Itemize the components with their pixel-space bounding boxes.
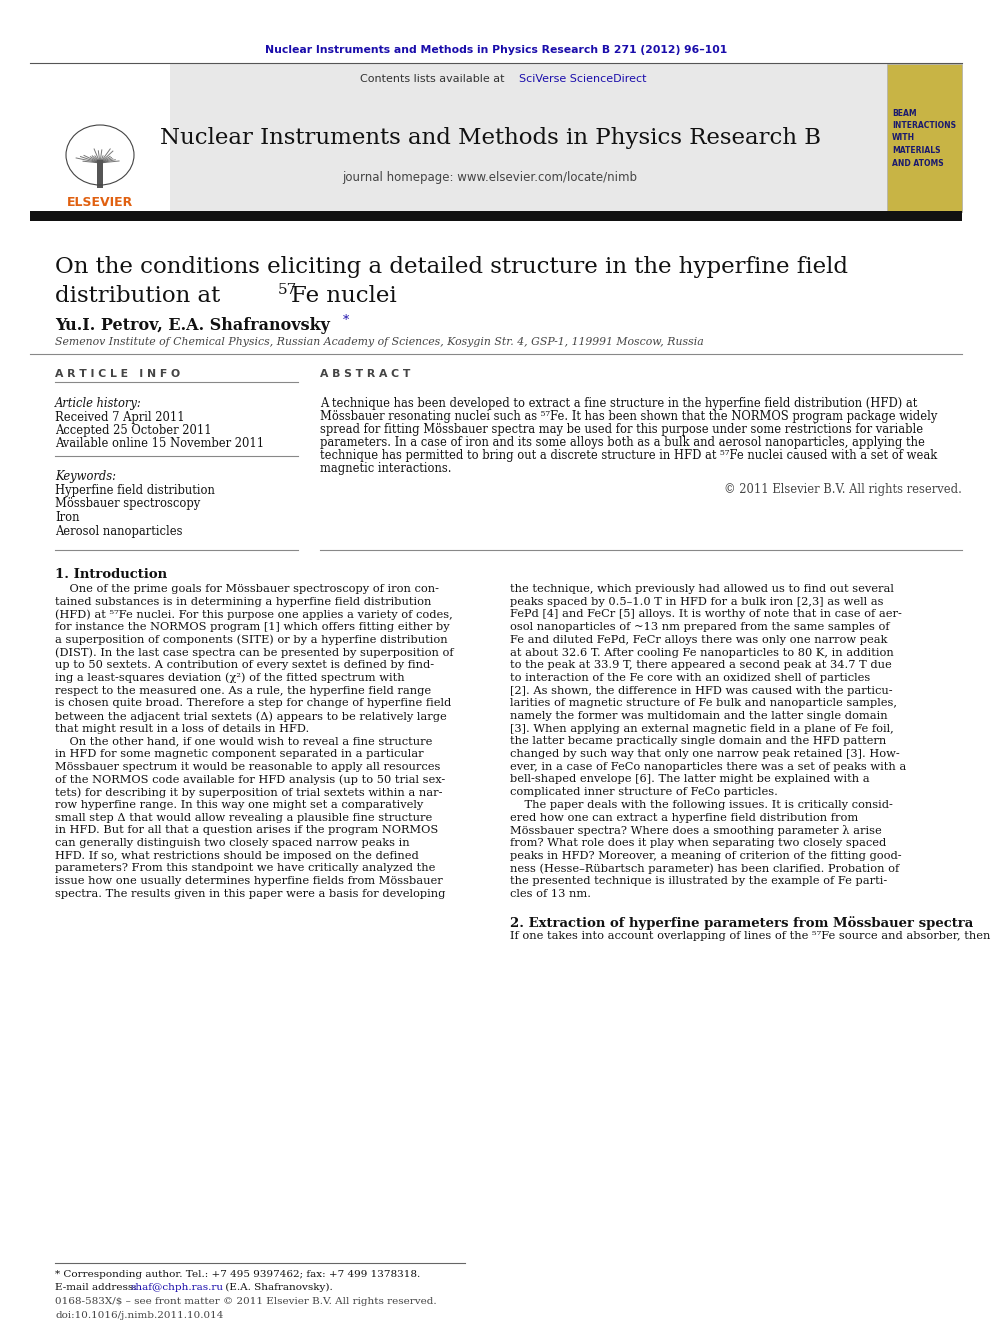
Text: journal homepage: www.elsevier.com/locate/nimb: journal homepage: www.elsevier.com/locat… — [342, 171, 638, 184]
Text: Hyperfine field distribution: Hyperfine field distribution — [55, 484, 215, 497]
Text: Contents lists available at: Contents lists available at — [360, 74, 508, 83]
Text: changed by such way that only one narrow peak retained [3]. How-: changed by such way that only one narrow… — [510, 749, 900, 759]
Text: ing a least-squares deviation (χ²) of the fitted spectrum with: ing a least-squares deviation (χ²) of th… — [55, 673, 405, 684]
Text: larities of magnetic structure of Fe bulk and nanoparticle samples,: larities of magnetic structure of Fe bul… — [510, 699, 897, 708]
Text: Mössbauer spectra? Where does a smoothing parameter λ arise: Mössbauer spectra? Where does a smoothin… — [510, 826, 882, 836]
Text: to the peak at 33.9 T, there appeared a second peak at 34.7 T due: to the peak at 33.9 T, there appeared a … — [510, 660, 892, 671]
Text: On the conditions eliciting a detailed structure in the hyperfine field: On the conditions eliciting a detailed s… — [55, 255, 848, 278]
Text: issue how one usually determines hyperfine fields from Mössbauer: issue how one usually determines hyperfi… — [55, 876, 442, 886]
Text: small step Δ that would allow revealing a plausible fine structure: small step Δ that would allow revealing … — [55, 812, 433, 823]
Text: to interaction of the Fe core with an oxidized shell of particles: to interaction of the Fe core with an ox… — [510, 673, 870, 683]
Text: the latter became practically single domain and the HFD pattern: the latter became practically single dom… — [510, 737, 886, 746]
Text: bell-shaped envelope [6]. The latter might be explained with a: bell-shaped envelope [6]. The latter mig… — [510, 774, 870, 785]
Text: Iron: Iron — [55, 511, 79, 524]
Text: 57: 57 — [278, 283, 298, 296]
Text: from? What role does it play when separating two closely spaced: from? What role does it play when separa… — [510, 837, 886, 848]
Text: osol nanoparticles of ~13 nm prepared from the same samples of: osol nanoparticles of ~13 nm prepared fr… — [510, 622, 890, 632]
Text: [3]. When applying an external magnetic field in a plane of Fe foil,: [3]. When applying an external magnetic … — [510, 724, 894, 734]
Text: Received 7 April 2011: Received 7 April 2011 — [55, 411, 185, 423]
Text: A B S T R A C T: A B S T R A C T — [320, 369, 411, 378]
Text: namely the former was multidomain and the latter single domain: namely the former was multidomain and th… — [510, 710, 888, 721]
Text: up to 50 sextets. A contribution of every sextet is defined by find-: up to 50 sextets. A contribution of ever… — [55, 660, 434, 671]
Text: 2. Extraction of hyperfine parameters from Mössbauer spectra: 2. Extraction of hyperfine parameters fr… — [510, 917, 973, 930]
Text: peaks spaced by 0.5–1.0 T in HFD for a bulk iron [2,3] as well as: peaks spaced by 0.5–1.0 T in HFD for a b… — [510, 597, 884, 607]
Text: magnetic interactions.: magnetic interactions. — [320, 462, 451, 475]
Text: * Corresponding author. Tel.: +7 495 9397462; fax: +7 499 1378318.: * Corresponding author. Tel.: +7 495 939… — [55, 1270, 421, 1279]
Text: Nuclear Instruments and Methods in Physics Research B: Nuclear Instruments and Methods in Physi… — [160, 127, 820, 149]
Text: is chosen quite broad. Therefore a step for change of hyperfine field: is chosen quite broad. Therefore a step … — [55, 699, 451, 708]
Text: Accepted 25 October 2011: Accepted 25 October 2011 — [55, 423, 211, 437]
Text: that might result in a loss of details in HFD.: that might result in a loss of details i… — [55, 724, 310, 734]
Text: Available online 15 November 2011: Available online 15 November 2011 — [55, 437, 264, 450]
Text: HFD. If so, what restrictions should be imposed on the defined: HFD. If so, what restrictions should be … — [55, 851, 419, 861]
Text: distribution at: distribution at — [55, 284, 227, 307]
Text: Mössbauer spectroscopy: Mössbauer spectroscopy — [55, 497, 200, 511]
Text: Mössbauer resonating nuclei such as ⁵⁷Fe. It has been shown that the NORMOS prog: Mössbauer resonating nuclei such as ⁵⁷Fe… — [320, 410, 937, 423]
Text: for instance the NORMOS program [1] which offers fitting either by: for instance the NORMOS program [1] whic… — [55, 622, 449, 632]
Text: the technique, which previously had allowed us to find out several: the technique, which previously had allo… — [510, 583, 894, 594]
Text: Fe nuclei: Fe nuclei — [291, 284, 397, 307]
Text: A technique has been developed to extract a fine structure in the hyperfine fiel: A technique has been developed to extrac… — [320, 397, 918, 410]
Text: Keywords:: Keywords: — [55, 470, 116, 483]
Text: row hyperfine range. In this way one might set a comparatively: row hyperfine range. In this way one mig… — [55, 800, 424, 810]
Text: FePd [4] and FeCr [5] alloys. It is worthy of note that in case of aer-: FePd [4] and FeCr [5] alloys. It is wort… — [510, 610, 902, 619]
Text: doi:10.1016/j.nimb.2011.10.014: doi:10.1016/j.nimb.2011.10.014 — [55, 1311, 223, 1320]
Text: BEAM
INTERACTIONS
WITH
MATERIALS
AND ATOMS: BEAM INTERACTIONS WITH MATERIALS AND ATO… — [892, 108, 956, 168]
Text: On the other hand, if one would wish to reveal a fine structure: On the other hand, if one would wish to … — [55, 737, 433, 746]
Bar — [30, 64, 170, 212]
Text: Mössbauer spectrum it would be reasonable to apply all resources: Mössbauer spectrum it would be reasonabl… — [55, 762, 440, 771]
Text: shaf@chph.ras.ru: shaf@chph.ras.ru — [130, 1283, 223, 1293]
Text: respect to the measured one. As a rule, the hyperfine field range: respect to the measured one. As a rule, … — [55, 685, 432, 696]
Text: SciVerse ScienceDirect: SciVerse ScienceDirect — [519, 74, 647, 83]
Text: can generally distinguish two closely spaced narrow peaks in: can generally distinguish two closely sp… — [55, 837, 410, 848]
Text: Article history:: Article history: — [55, 397, 142, 410]
Text: tained substances is in determining a hyperfine field distribution: tained substances is in determining a hy… — [55, 597, 432, 607]
Text: Semenov Institute of Chemical Physics, Russian Academy of Sciences, Kosygin Str.: Semenov Institute of Chemical Physics, R… — [55, 337, 703, 347]
Text: E-mail address:: E-mail address: — [55, 1283, 137, 1293]
Text: parameters? From this standpoint we have critically analyzed the: parameters? From this standpoint we have… — [55, 864, 435, 873]
Bar — [30, 210, 962, 221]
Text: ness (Hesse–Rübartsch parameter) has been clarified. Probation of: ness (Hesse–Rübartsch parameter) has bee… — [510, 864, 900, 875]
Text: *: * — [343, 314, 349, 327]
Text: of the NORMOS code available for HFD analysis (up to 50 trial sex-: of the NORMOS code available for HFD ana… — [55, 774, 445, 785]
Text: spread for fitting Mössbauer spectra may be used for this purpose under some res: spread for fitting Mössbauer spectra may… — [320, 423, 924, 437]
Text: Fe and diluted FePd, FeCr alloys there was only one narrow peak: Fe and diluted FePd, FeCr alloys there w… — [510, 635, 888, 644]
Text: peaks in HFD? Moreover, a meaning of criterion of the fitting good-: peaks in HFD? Moreover, a meaning of cri… — [510, 851, 902, 861]
Text: spectra. The results given in this paper were a basis for developing: spectra. The results given in this paper… — [55, 889, 445, 898]
Bar — [30, 64, 887, 212]
Text: Yu.I. Petrov, E.A. Shafranovsky: Yu.I. Petrov, E.A. Shafranovsky — [55, 316, 330, 333]
Text: (E.A. Shafranovsky).: (E.A. Shafranovsky). — [222, 1283, 332, 1293]
Text: ever, in a case of FeCo nanoparticles there was a set of peaks with a: ever, in a case of FeCo nanoparticles th… — [510, 762, 907, 771]
Text: [2]. As shown, the difference in HFD was caused with the particu-: [2]. As shown, the difference in HFD was… — [510, 685, 893, 696]
Text: technique has permitted to bring out a discrete structure in HFD at ⁵⁷Fe nuclei : technique has permitted to bring out a d… — [320, 448, 937, 462]
Text: 1. Introduction: 1. Introduction — [55, 568, 167, 581]
Text: (HFD) at ⁵⁷Fe nuclei. For this purpose one applies a variety of codes,: (HFD) at ⁵⁷Fe nuclei. For this purpose o… — [55, 610, 452, 620]
Text: ered how one can extract a hyperfine field distribution from: ered how one can extract a hyperfine fie… — [510, 812, 858, 823]
Text: ELSEVIER: ELSEVIER — [66, 196, 133, 209]
Text: One of the prime goals for Mössbauer spectroscopy of iron con-: One of the prime goals for Mössbauer spe… — [55, 583, 439, 594]
Text: in HFD for some magnetic component separated in a particular: in HFD for some magnetic component separ… — [55, 749, 424, 759]
Text: 0168-583X/$ – see front matter © 2011 Elsevier B.V. All rights reserved.: 0168-583X/$ – see front matter © 2011 El… — [55, 1297, 436, 1306]
Text: (DIST). In the last case spectra can be presented by superposition of: (DIST). In the last case spectra can be … — [55, 647, 453, 658]
Text: tets) for describing it by superposition of trial sextets within a nar-: tets) for describing it by superposition… — [55, 787, 442, 798]
Text: Aerosol nanoparticles: Aerosol nanoparticles — [55, 524, 183, 537]
Text: at about 32.6 T. After cooling Fe nanoparticles to 80 K, in addition: at about 32.6 T. After cooling Fe nanopa… — [510, 647, 894, 658]
Text: complicated inner structure of FeCo particles.: complicated inner structure of FeCo part… — [510, 787, 778, 798]
Bar — [887, 64, 962, 212]
Text: a superposition of components (SITE) or by a hyperfine distribution: a superposition of components (SITE) or … — [55, 635, 447, 646]
Text: in HFD. But for all that a question arises if the program NORMOS: in HFD. But for all that a question aris… — [55, 826, 438, 835]
Text: the presented technique is illustrated by the example of Fe parti-: the presented technique is illustrated b… — [510, 876, 887, 886]
Text: cles of 13 nm.: cles of 13 nm. — [510, 889, 591, 898]
Text: between the adjacent trial sextets (Δ) appears to be relatively large: between the adjacent trial sextets (Δ) a… — [55, 710, 446, 721]
Text: parameters. In a case of iron and its some alloys both as a bulk and aerosol nan: parameters. In a case of iron and its so… — [320, 437, 925, 448]
Bar — [97, 160, 103, 188]
Text: If one takes into account overlapping of lines of the ⁵⁷Fe source and absorber, : If one takes into account overlapping of… — [510, 931, 992, 941]
Text: The paper deals with the following issues. It is critically consid-: The paper deals with the following issue… — [510, 800, 893, 810]
Text: © 2011 Elsevier B.V. All rights reserved.: © 2011 Elsevier B.V. All rights reserved… — [724, 483, 962, 496]
Text: Nuclear Instruments and Methods in Physics Research B 271 (2012) 96–101: Nuclear Instruments and Methods in Physi… — [265, 45, 727, 56]
Text: A R T I C L E   I N F O: A R T I C L E I N F O — [55, 369, 181, 378]
